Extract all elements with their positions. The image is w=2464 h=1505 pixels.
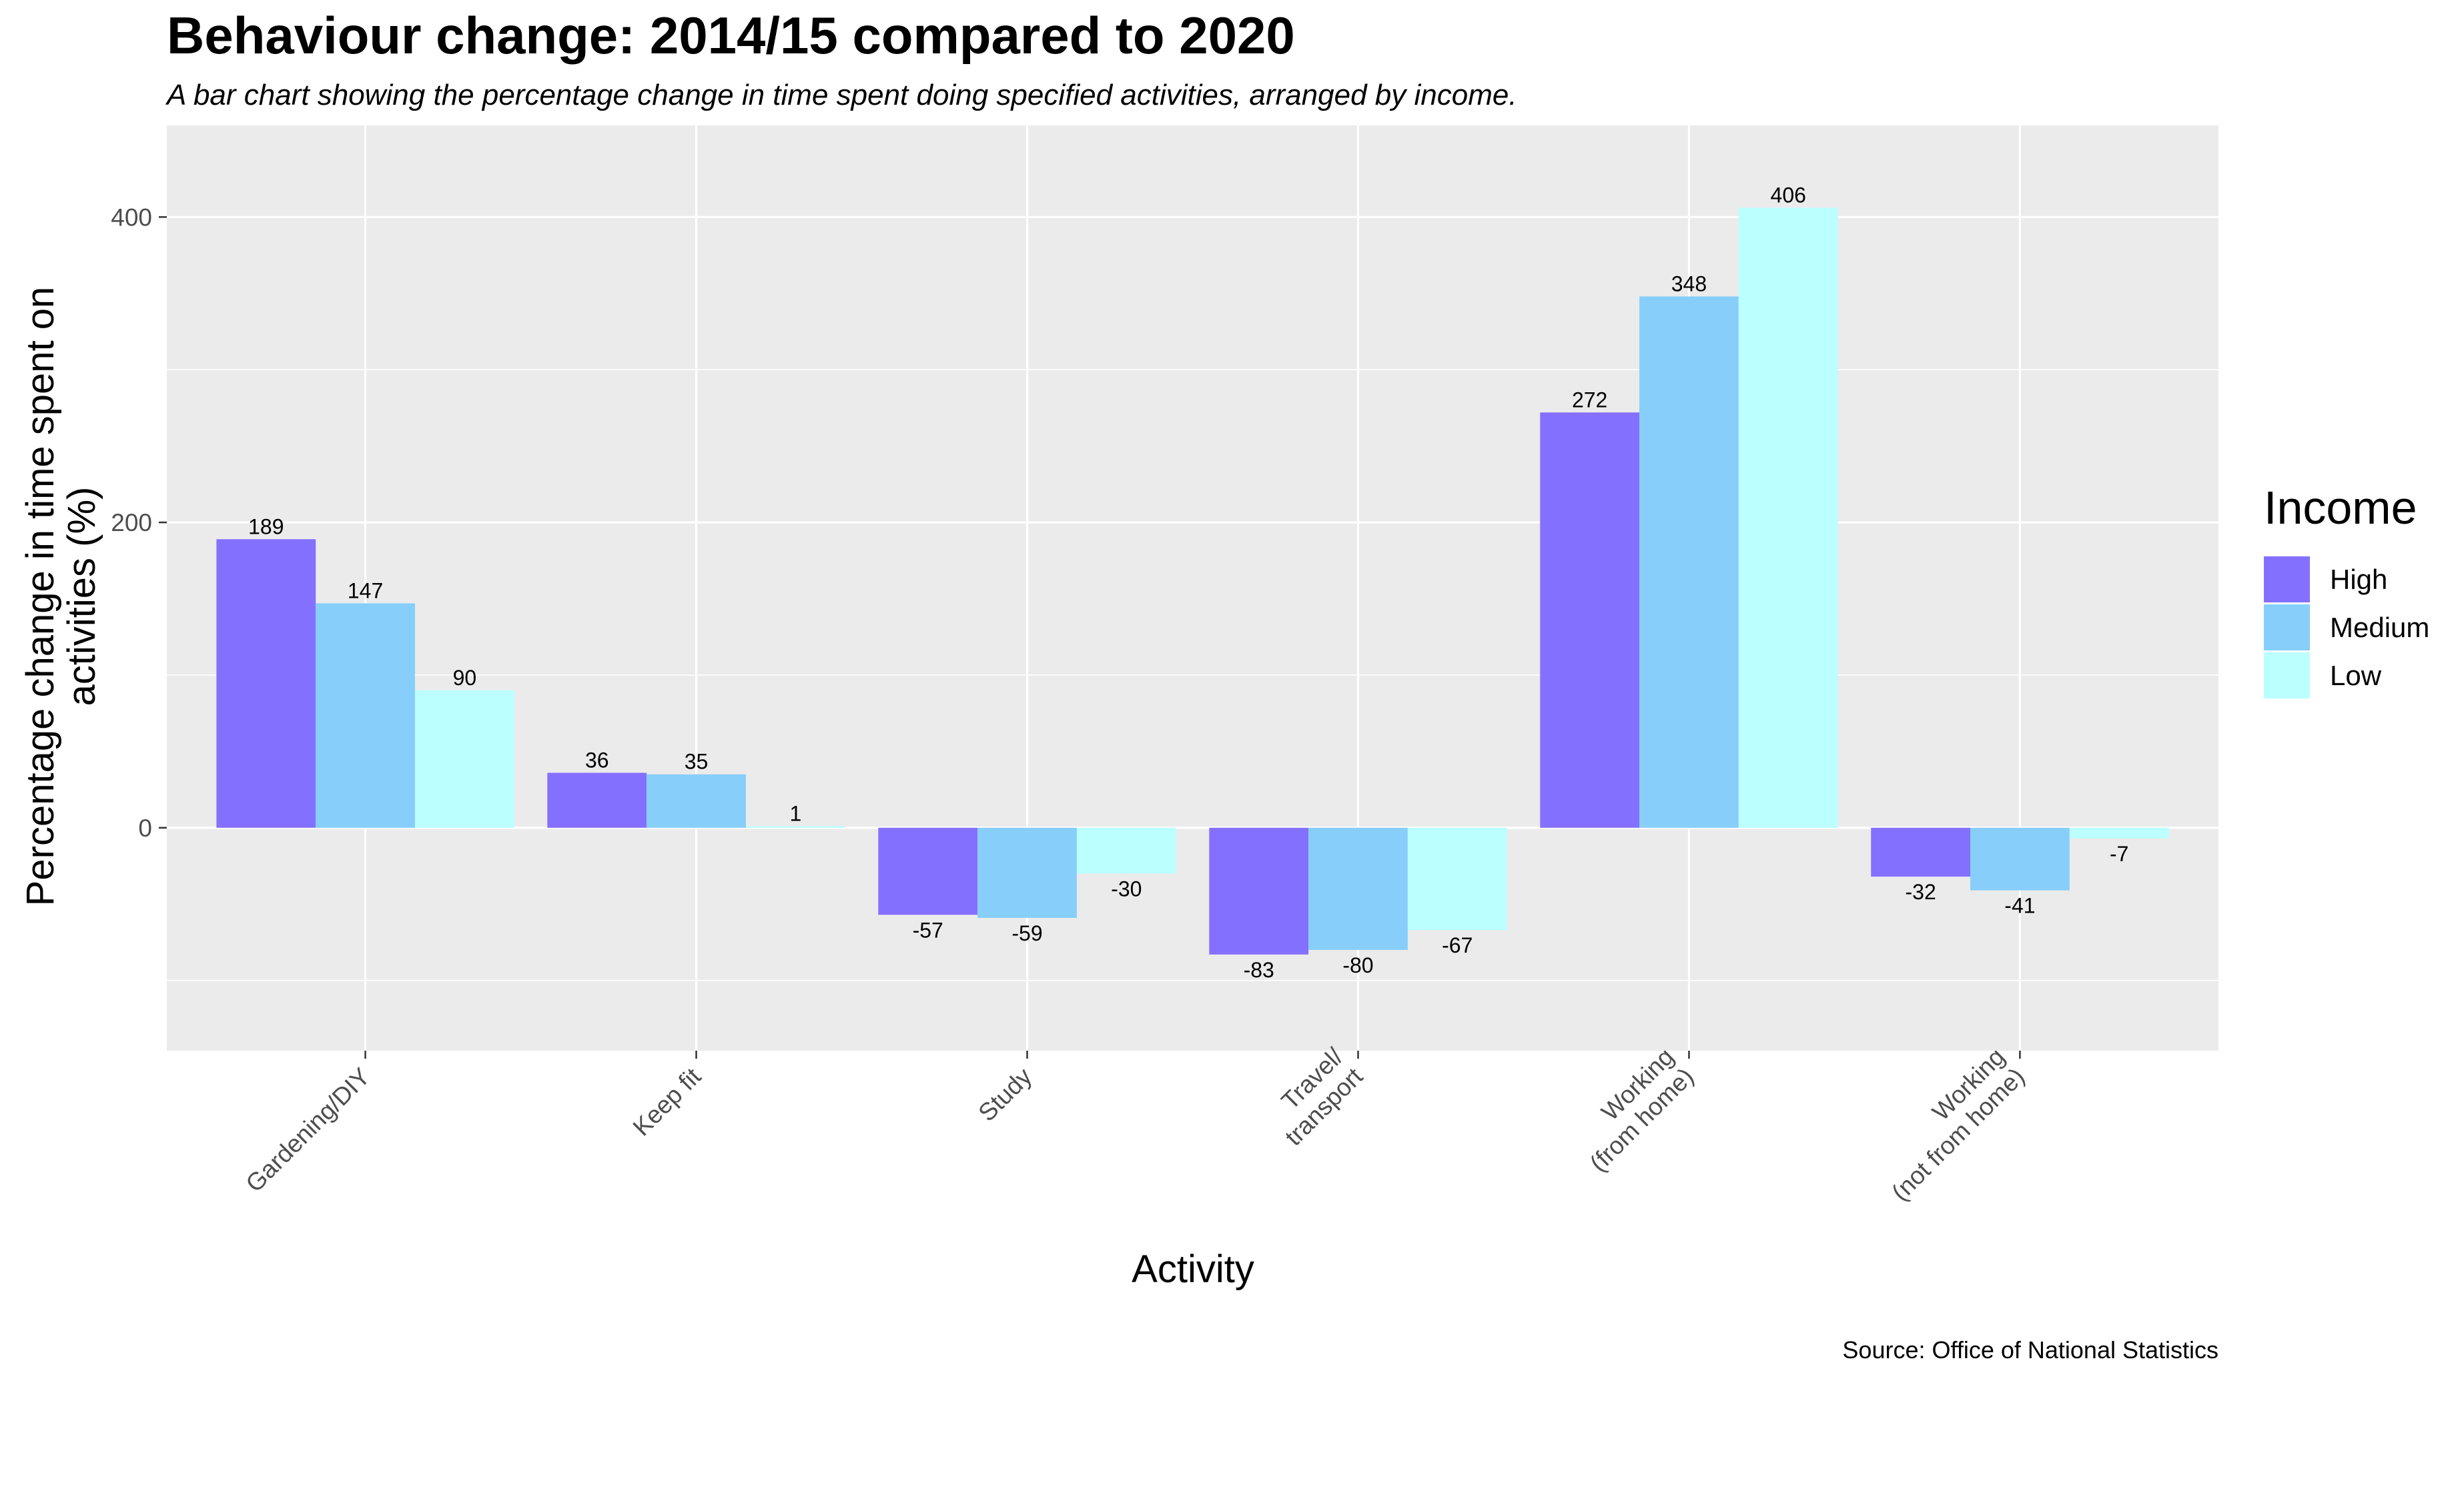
data-label: -32 [1906,880,1936,904]
data-label: -67 [1442,933,1473,957]
data-label: 406 [1771,183,1806,207]
bar-high [1871,827,1971,877]
data-label: -83 [1244,958,1274,982]
minor-gridlines [167,369,2218,981]
data-label: 189 [248,514,284,538]
legend-key-medium [2264,604,2310,650]
chart-title: Behaviour change: 2014/15 compared to 20… [167,6,1295,65]
y-tick-label: 0 [138,815,152,842]
bar-medium [1970,827,2070,891]
data-labels: 189 36 -57 -83 272 -32 147 35 -59 -80 348 -41 90 1 -30… [248,183,2128,982]
y-tick-label: 400 [111,203,152,231]
data-label: -30 [1111,877,1142,901]
bar-low [1407,827,1507,931]
y-tick-label: 200 [111,509,152,536]
x-axis-title: Activity [1132,1247,1254,1291]
bar-high [878,827,978,915]
legend-label-high: High [2330,564,2387,595]
x-tick-label: Keep fit [628,1062,707,1141]
legend: Income High Medium Low [2264,482,2429,698]
legend-key-high [2264,556,2310,602]
x-tick-label: Gardening/DIY [240,1063,375,1197]
legend-key-low [2264,652,2310,698]
bar-high [547,773,647,828]
bar-medium [1308,827,1408,950]
y-axis: 0 200 400 [111,203,167,842]
bar-high [1209,827,1309,955]
data-label: 348 [1671,272,1707,296]
data-label: -80 [1342,953,1373,977]
bar-medium [1639,296,1739,828]
data-label: -59 [1011,921,1042,945]
source-caption: Source: Office of National Statistics [1842,1336,2218,1364]
bar-low [2069,827,2169,839]
data-label: -7 [2110,842,2128,866]
bar-medium [647,774,746,828]
x-tick-label-line: Keep fit [628,1062,707,1141]
legend-label-low: Low [2330,660,2382,691]
bar-low [745,826,845,828]
legend-label-medium: Medium [2330,612,2429,643]
bar-medium [316,603,415,828]
legend-title: Income [2264,482,2417,534]
bars [216,207,2169,955]
x-tick-label: Working(from home) [1585,1043,1699,1177]
bar-high [1540,412,1640,828]
data-label: -57 [913,918,943,942]
data-label: 90 [453,666,477,690]
data-label: 1 [789,802,801,826]
bar-low [1076,827,1176,874]
y-axis-title: Percentage change in time spent on activ… [19,287,103,907]
chart-subtitle: A bar chart showing the percentage chang… [165,79,1517,111]
data-label: 147 [348,578,383,602]
x-tick-label: Working(not from home) [1886,1043,2030,1206]
plot-panel [167,125,2218,1051]
x-tick-label: Travel/transport [1276,1043,1368,1151]
data-label: 36 [585,748,609,772]
bar-high [216,539,316,828]
bar-low [414,690,514,828]
x-tick-label-line: Study [973,1063,1037,1127]
y-axis-title-line-1: Percentage change in time spent on [19,287,62,907]
bar-medium [977,827,1077,918]
data-label: 35 [685,750,709,774]
bar-low [1738,207,1838,828]
x-tick-label: Study [973,1063,1037,1127]
y-axis-title-line-2: activities (%) [60,487,103,706]
data-label: 272 [1572,388,1607,412]
x-axis: Gardening/DIY Keep fit Study Travel/transpo… [240,1043,2030,1206]
data-label: -41 [2004,894,2035,918]
x-tick-label-line: Gardening/DIY [240,1063,375,1197]
